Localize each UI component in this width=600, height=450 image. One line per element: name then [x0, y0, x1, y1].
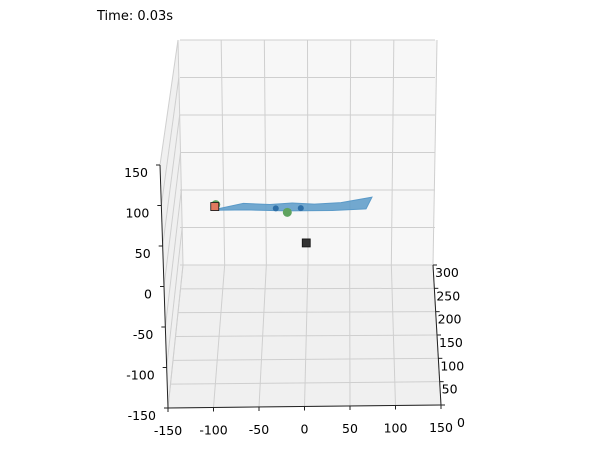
- chart-title: Time: 0.03s: [97, 9, 174, 24]
- point-marker-1: [282, 207, 292, 217]
- x-tick-label: 0: [301, 422, 309, 437]
- x-tick-label: -100: [199, 423, 227, 438]
- point-marker-0: [301, 238, 311, 248]
- left-gridline-z: [159, 39, 179, 166]
- y-tick-label: 200: [438, 312, 462, 327]
- floor-pane: [168, 265, 441, 408]
- left-gridline-z: [164, 189, 182, 328]
- x-tick-label: 50: [342, 421, 358, 436]
- floor-gridline-y: [172, 357, 439, 361]
- floor-gridline-y: [180, 287, 435, 290]
- surface-patch: [211, 196, 373, 212]
- gridlines: [159, 39, 442, 409]
- left-gridline-z: [163, 152, 181, 287]
- left-gridline-z: [167, 264, 184, 409]
- x-tick-label: -50: [249, 422, 269, 437]
- y-tick-labels: 0 50 100 150 200 250 300: [433, 264, 465, 430]
- z-tick-label: 150: [124, 165, 148, 180]
- x-tick-label: 100: [384, 421, 408, 436]
- surface: [211, 196, 373, 212]
- floor-gridline-y: [175, 334, 438, 337]
- z-tick-label: 0: [144, 287, 152, 302]
- z-tick-label: 100: [125, 206, 149, 221]
- point-marker-3: [210, 202, 220, 211]
- left-gridline-z: [162, 114, 181, 247]
- z-tick-label: 50: [135, 246, 151, 261]
- floor-gridline-y: [177, 311, 436, 314]
- x-tick-label: 150: [429, 420, 453, 435]
- point-marker-2: [297, 205, 304, 212]
- x-tick-label: -150: [154, 423, 182, 438]
- y-tick-label: 100: [440, 358, 464, 373]
- y-tick-label: 50: [442, 382, 458, 397]
- data-points: [210, 200, 311, 248]
- left-gridline-z: [166, 227, 183, 368]
- y-tick-label: 250: [436, 288, 460, 303]
- y-tick-label: 0: [457, 415, 465, 430]
- point-marker-2: [272, 205, 279, 212]
- y-tick-label: 150: [439, 335, 463, 350]
- z-tick-label: -50: [133, 327, 153, 342]
- floor-gridline-y: [170, 381, 440, 385]
- z-tick-label: -100: [126, 368, 154, 383]
- x-tick-labels: -150 -100 -50 0 50 100 150: [154, 405, 453, 438]
- z-tick-labels: -150 -100 -50 0 50 100 150: [124, 164, 168, 423]
- z-tick-label: -150: [128, 408, 156, 423]
- left-gridline-z: [160, 77, 180, 206]
- y-tick-label: 300: [435, 265, 459, 280]
